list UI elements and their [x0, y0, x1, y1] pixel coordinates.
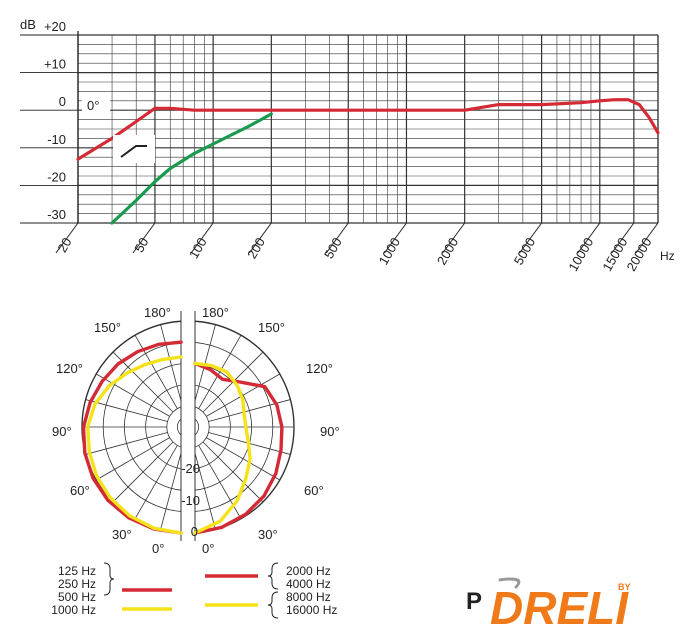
freq-x-tick-label: 50 [131, 235, 151, 255]
polar-angle-label-right: 150° [258, 320, 285, 335]
legend-brace-left [103, 562, 115, 596]
freq-x-tick-mark [132, 222, 156, 254]
polar-spoke [206, 373, 280, 417]
freq-y-tick-label: +10 [44, 57, 66, 72]
polar-angle-label-left: 150° [94, 320, 121, 335]
low-cut-inset [113, 135, 155, 163]
frequency-response-chart: dB +20 +10 0 -10 -20 -30 20 50 100 200 500 1000 2000 5… [20, 17, 675, 274]
legend-label-left: 500 Hz [58, 590, 96, 604]
freq-x-tick-mark [248, 222, 272, 254]
freq-y-tick-label: -30 [47, 207, 66, 222]
polar-spoke [96, 373, 170, 417]
polar-series-line [193, 361, 284, 535]
legend-label-right: 4000 Hz [286, 577, 331, 591]
polar-spoke [112, 441, 174, 503]
freq-x-tick-label: 200 [244, 235, 268, 261]
polar-spoke [198, 445, 242, 519]
legend-brace-right-top [267, 562, 279, 590]
freq-x-tick-mark [190, 222, 214, 254]
freq-annotation-bg [82, 95, 110, 117]
polar-angle-label-left: 90° [52, 424, 72, 439]
polar-angle-label-left: 0° [152, 541, 164, 556]
legend-label-left: 250 Hz [58, 577, 96, 591]
polar-angle-label-left: 180° [144, 305, 171, 320]
low-cut-icon [120, 145, 147, 158]
freq-y-tick-label: -10 [47, 132, 66, 147]
freq-x-tick-label: 10000 [565, 235, 596, 274]
legend-label-right: 16000 Hz [286, 603, 337, 617]
polar-angle-label-left: 120° [56, 361, 83, 376]
polar-spoke [134, 335, 178, 409]
polar-angle-label-left: 60° [70, 483, 90, 498]
polar-angle-label-right: 60° [304, 483, 324, 498]
freq-x-tick-mark [442, 222, 466, 254]
freq-series [76, 98, 660, 225]
legend-brace-right-bottom [267, 591, 279, 619]
polar-radial-label: -20 [181, 461, 200, 476]
polar-angle-label-right: 90° [320, 424, 340, 439]
legend-label-right: 8000 Hz [286, 590, 331, 604]
polar-labels: 0° 0° 30° 30° 60° 60° 90° 90° 120° 120° 150° 150° 18… [52, 305, 340, 556]
polar-grid [81, 309, 295, 545]
freq-x-tick-mark [635, 222, 659, 254]
polar-spoke [96, 437, 170, 481]
freq-x-tick-mark [577, 222, 601, 254]
polar-spoke [202, 441, 264, 503]
freq-x-tick-label: 5000 [511, 235, 538, 268]
polar-spoke [85, 399, 168, 422]
freq-x-tick-label: 1000 [376, 235, 403, 268]
polar-spoke [160, 324, 183, 407]
logo-swoosh [498, 577, 521, 589]
freq-x-tick-mark [611, 222, 635, 254]
polar-radial-label: -10 [181, 493, 200, 508]
logo-prefix: P [466, 588, 482, 615]
legend-label-left: 125 Hz [58, 564, 96, 578]
low-cut-inset-bg [113, 135, 155, 163]
freq-annotation: 0° [87, 98, 99, 113]
freq-x-tick-label: 20 [54, 235, 74, 255]
polar-hub-gap [181, 414, 195, 440]
freq-series-line [110, 112, 273, 225]
polar-spoke [198, 335, 242, 409]
freq-x-tick-mark [325, 222, 349, 254]
freq-x-tick-label: 20000 [624, 235, 655, 274]
legend-label-right: 2000 Hz [286, 564, 331, 578]
freq-x-tick-label: 2000 [434, 235, 461, 268]
freq-grid [77, 34, 659, 224]
logo-by: BY [618, 582, 631, 592]
polar-spoke [206, 437, 280, 481]
legend-label-left: 1000 Hz [51, 603, 96, 617]
polar-series [81, 340, 284, 535]
polar-angle-label-right: 0° [202, 541, 214, 556]
freq-x-tick-mark [55, 222, 79, 254]
polar-pattern-chart: 0° 0° 30° 30° 60° 60° 90° 90° 120° 120° 150° 150° 18… [52, 305, 340, 556]
freq-series-line [76, 98, 660, 161]
polar-angle-label-right: 30° [258, 527, 278, 542]
polar-series-line [81, 340, 183, 535]
freq-x-unit-label: Hz [660, 249, 675, 263]
freq-y-tick-label: 0 [59, 94, 66, 109]
freq-x-tick-mark [384, 222, 407, 254]
polar-series-line [86, 355, 183, 535]
polar-spoke [85, 432, 168, 455]
freq-x-tick-mark [519, 222, 543, 254]
logo-name: DRELI [490, 582, 629, 634]
freq-y-tick-label: -20 [47, 169, 66, 184]
polar-spoke [193, 447, 216, 530]
freq-y-axis-label: dB [20, 17, 36, 32]
polar-series-line [193, 361, 252, 535]
freq-axes [20, 31, 659, 254]
polar-angle-label-right: 120° [306, 361, 333, 376]
brand-logo: P DRELI BY [466, 577, 631, 634]
polar-angle-label-right: 180° [202, 305, 229, 320]
freq-x-tick-label: 100 [186, 235, 210, 261]
polar-spoke [160, 447, 183, 530]
polar-radial-label: 0 [191, 524, 198, 539]
polar-spoke [134, 445, 178, 519]
freq-x-tick-label: 500 [321, 235, 345, 261]
polar-angle-label-left: 30° [112, 527, 132, 542]
freq-y-tick-label: +20 [44, 19, 66, 34]
